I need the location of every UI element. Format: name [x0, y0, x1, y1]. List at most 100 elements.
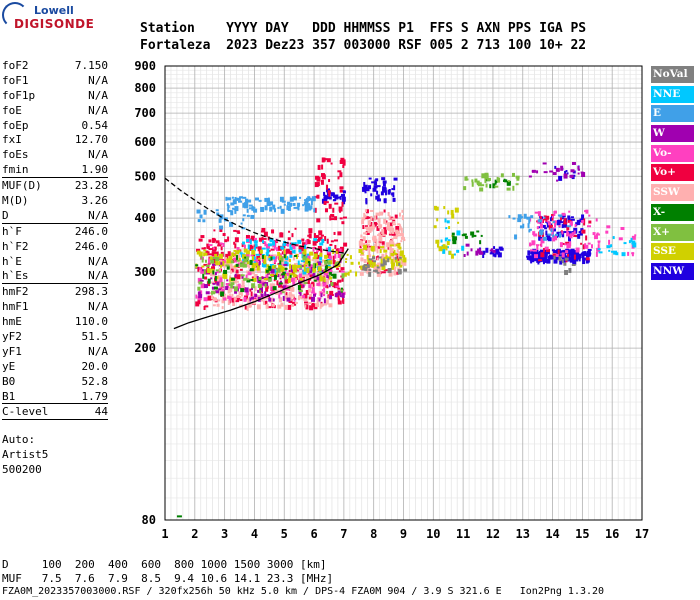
- echo-point: [207, 258, 210, 264]
- echo-point: [305, 304, 309, 310]
- echo-point: [471, 181, 474, 187]
- echo-point: [324, 254, 328, 259]
- echo-point: [556, 231, 561, 237]
- echo-point: [342, 164, 345, 168]
- echo-point: [291, 233, 294, 238]
- echo-point: [280, 270, 284, 274]
- echo-point: [214, 272, 217, 276]
- param-name: foF2: [2, 59, 29, 72]
- echo-point: [549, 170, 554, 173]
- echo-point: [448, 250, 452, 255]
- echo-point: [383, 209, 386, 213]
- echo-point: [582, 244, 585, 250]
- echo-point: [317, 237, 320, 242]
- echo-point: [304, 301, 309, 304]
- echo-point: [234, 243, 237, 249]
- echo-point: [541, 216, 544, 222]
- echo-point: [585, 257, 590, 261]
- echo-point: [323, 200, 327, 205]
- echo-point: [258, 199, 262, 202]
- echo-point: [306, 253, 311, 256]
- echo-point: [218, 284, 221, 290]
- echo-point: [322, 303, 327, 306]
- echo-point: [376, 248, 379, 254]
- parameter-table: foF2 7.150 foF1 N/A foF1p N/A foE N/A foEp 0.54 fx…: [2, 58, 108, 477]
- y-tick-label: 400: [134, 211, 156, 225]
- echo-point: [326, 158, 331, 163]
- echo-point: [474, 178, 478, 183]
- echo-point: [265, 243, 270, 249]
- echo-point: [497, 177, 501, 183]
- echo-point: [540, 243, 543, 248]
- echo-point: [564, 270, 569, 276]
- echo-point: [287, 278, 291, 284]
- echo-point: [590, 244, 593, 249]
- echo-point: [546, 234, 551, 240]
- echo-point: [567, 215, 571, 219]
- echo-point: [254, 258, 259, 264]
- echo-point: [395, 261, 398, 267]
- echo-point: [581, 252, 585, 256]
- echo-point: [265, 252, 269, 257]
- echo-point: [380, 258, 383, 264]
- echo-point: [495, 248, 500, 254]
- echo-point: [297, 202, 301, 207]
- echo-point: [292, 202, 296, 206]
- echo-point: [367, 239, 371, 243]
- echo-point: [237, 296, 242, 299]
- echo-point: [536, 170, 539, 174]
- echo-point: [322, 294, 325, 297]
- echo-point: [281, 260, 285, 264]
- echo-point: [563, 262, 567, 266]
- echo-point: [277, 245, 282, 251]
- echo-point: [238, 291, 243, 296]
- param-value: 110.0: [74, 315, 108, 329]
- param-row: foEp 0.54: [2, 118, 108, 133]
- echo-point: [484, 172, 489, 178]
- param-row: MUF(D) 23.28: [2, 177, 108, 193]
- echo-point: [541, 218, 544, 223]
- echo-point: [221, 281, 224, 287]
- echo-point: [227, 258, 232, 264]
- echo-point: [567, 219, 572, 223]
- echo-point: [257, 289, 261, 293]
- echo-point: [273, 274, 277, 280]
- echo-point: [545, 230, 548, 236]
- echo-point: [376, 271, 381, 277]
- x-tick-label: 1: [161, 527, 168, 541]
- echo-point: [314, 195, 319, 198]
- param-row: yF1 N/A: [2, 344, 108, 359]
- echo-point: [496, 176, 499, 180]
- echo-point: [293, 275, 298, 281]
- echo-point: [364, 225, 368, 228]
- echo-point: [222, 273, 227, 279]
- echo-point: [391, 188, 394, 191]
- echo-point: [267, 197, 270, 203]
- echo-point: [243, 277, 248, 281]
- echo-point: [403, 268, 408, 272]
- echo-point: [330, 218, 335, 221]
- echo-point: [519, 225, 524, 229]
- echo-point: [212, 257, 217, 260]
- param-value: N/A: [88, 300, 108, 314]
- echo-point: [555, 167, 560, 172]
- echo-point: [317, 266, 322, 272]
- x-tick-label: 14: [545, 527, 559, 541]
- echo-point: [300, 260, 305, 263]
- echo-point: [270, 248, 275, 251]
- echo-point: [533, 254, 538, 259]
- echo-point: [300, 284, 305, 289]
- echo-point: [363, 264, 368, 267]
- echo-point: [563, 222, 568, 225]
- echo-point: [346, 253, 349, 256]
- echo-point: [361, 217, 366, 221]
- echo-point: [310, 296, 315, 302]
- echo-point: [278, 283, 281, 286]
- echo-point: [304, 204, 309, 210]
- echo-point: [263, 231, 268, 237]
- echo-point: [372, 235, 377, 241]
- echo-point: [236, 274, 241, 280]
- echo-point: [560, 259, 563, 263]
- echo-point: [314, 263, 319, 268]
- echo-point: [251, 256, 254, 262]
